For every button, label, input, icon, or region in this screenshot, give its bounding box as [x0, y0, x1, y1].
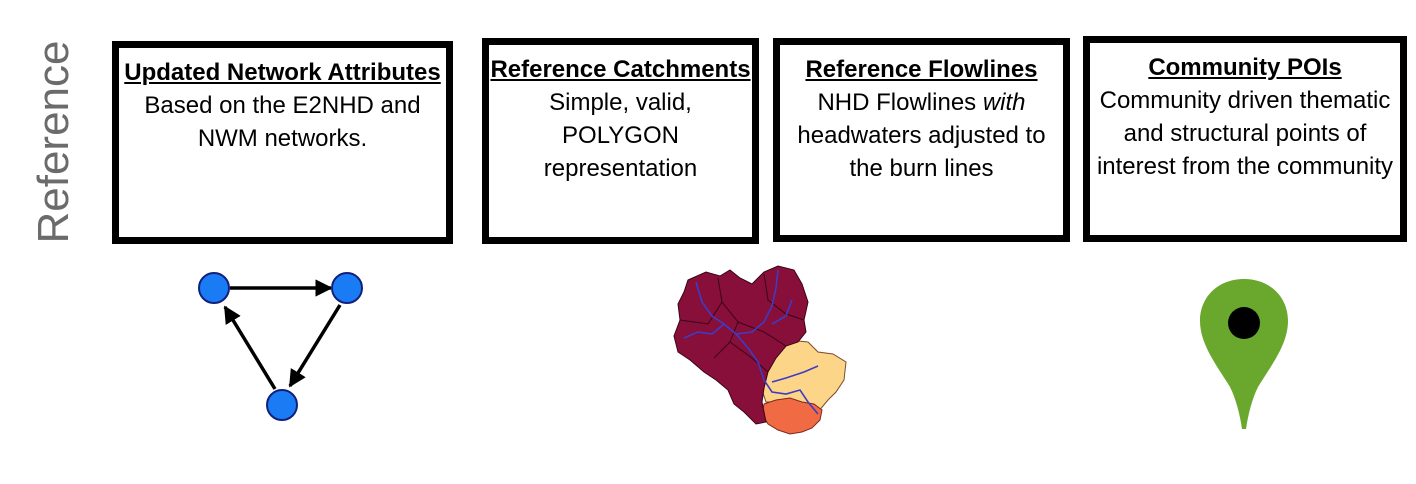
catchment-map-icon: [673, 265, 847, 435]
graph-node: [266, 389, 298, 421]
side-label-reference: Reference: [29, 40, 78, 244]
card-updated-network-attributes: Updated Network Attributes Based on the …: [112, 41, 453, 244]
card-body: Simple, valid, POLYGON representation: [543, 89, 698, 182]
card-reference-catchments: Reference Catchments Simple, valid, POLY…: [482, 38, 759, 244]
card-title: Updated Network Attributes: [124, 59, 441, 86]
pin-body: [1200, 279, 1288, 429]
card-body-emphasis: with: [982, 89, 1026, 116]
card-body-post: headwaters adjusted to the burn lines: [797, 122, 1046, 182]
network-graph-icon: [198, 272, 363, 421]
card-community-pois: Community POIs Community driven thematic…: [1083, 36, 1407, 242]
card-title: Reference Catchments: [490, 56, 751, 83]
catchment-divide: [737, 321, 787, 347]
card-body-pre: NHD Flowlines: [817, 89, 983, 116]
graph-edge-left: [223, 305, 277, 390]
stream-line: [735, 269, 779, 335]
catchment-orange-polygon: [761, 397, 823, 435]
card-reference-flowlines: Reference Flowlines NHD Flowlines with h…: [773, 38, 1070, 242]
graph-edge-right: [288, 304, 342, 388]
map-pin-icon: [1200, 279, 1288, 429]
catchment-divide: [729, 341, 769, 373]
stream-line: [771, 299, 793, 325]
graph-node: [331, 272, 363, 304]
stream-line: [683, 323, 725, 339]
catchment-divide: [679, 301, 723, 325]
card-body: Based on the E2NHD and NWM networks.: [144, 92, 421, 152]
card-body: NHD Flowlines with headwaters adjusted t…: [780, 86, 1063, 185]
card-title: Community POIs: [1148, 54, 1342, 81]
card-body: Community driven thematic and structural…: [1096, 87, 1394, 180]
catchment-divide: [763, 273, 805, 321]
stream-line: [695, 281, 819, 415]
card-title: Reference Flowlines: [805, 56, 1038, 83]
stream-line: [771, 365, 819, 383]
pin-dot: [1228, 307, 1260, 339]
graph-node: [198, 272, 230, 304]
